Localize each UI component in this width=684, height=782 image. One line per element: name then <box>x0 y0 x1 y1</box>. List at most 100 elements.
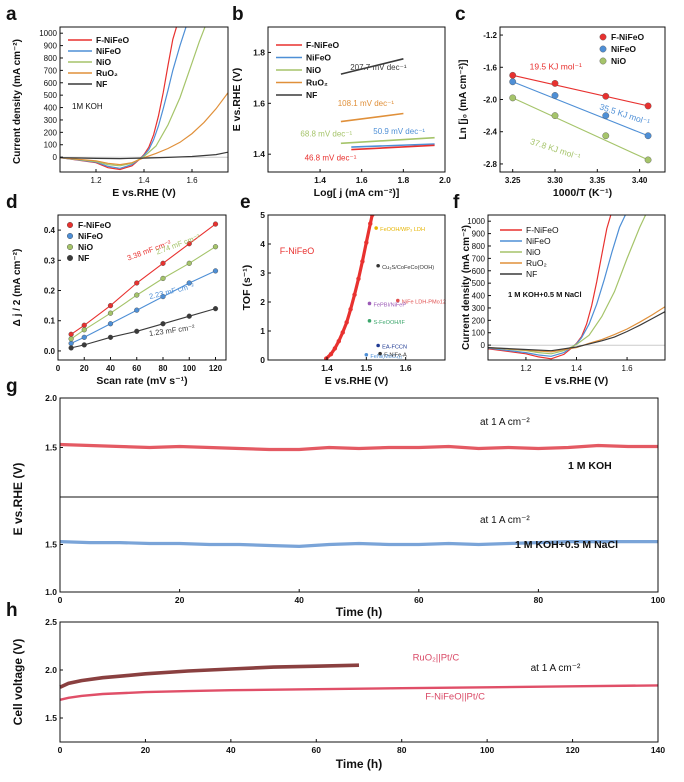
g-1-ytick-label: 1.0 <box>45 587 57 597</box>
b-axes: 1.4 1.6 1.8 2.0 1.4 1.6 1.8 <box>253 47 451 185</box>
f-ytick-label: 200 <box>472 316 486 325</box>
e-reference-point <box>396 298 400 303</box>
g-1-ytick-label: 1.5 <box>45 540 57 550</box>
f-ytick-label: 500 <box>472 279 486 288</box>
a-curve-NiFeO <box>60 27 187 169</box>
e-ytick-label: 3 <box>260 268 265 278</box>
g-1-xtick-label: 100 <box>651 595 665 605</box>
d-point-NiFeO <box>68 340 74 346</box>
c-fit-line-NiO <box>512 97 649 161</box>
d-capacitance-label: 2.23 mF cm⁻² <box>148 281 195 301</box>
f-xlabel: E vs.RHE (V) <box>545 375 609 387</box>
a-curve-RuO₂ <box>60 92 228 166</box>
g-0-ytick-label: 1.5 <box>45 443 57 453</box>
h-trace-0 <box>59 663 360 689</box>
d-ytick-label: 0.4 <box>44 226 56 235</box>
d-point-NF <box>212 306 219 312</box>
c-point-NiFeO <box>644 132 652 140</box>
c-point-NiFeO <box>602 112 610 120</box>
d-fit-line-NiFeO <box>70 270 216 344</box>
c-point-NiFeO <box>551 92 559 99</box>
g-1-xtick-label: 0 <box>58 595 63 605</box>
d-point-NiO <box>160 275 166 282</box>
d-legend-label: F-NiFeO <box>78 220 111 230</box>
b-ylabel: E vs.RHE (V) <box>231 68 243 132</box>
a-legend-label: NiO <box>96 57 112 67</box>
b-legend-label: NiO <box>306 65 322 75</box>
a-xtick-label: 1.4 <box>138 176 150 185</box>
e-tof-point <box>336 338 341 344</box>
d-ytick-label: 0.3 <box>44 256 56 265</box>
d-xtick-label: 0 <box>56 364 61 373</box>
e-ytick-label: 2 <box>260 297 265 307</box>
a-ytick-label: 0 <box>53 153 58 162</box>
d-xtick-label: 40 <box>106 364 115 373</box>
d-xtick-label: 60 <box>132 364 141 373</box>
b-fit-line-RuO₂ <box>340 112 404 123</box>
d-ytick-label: 0.0 <box>44 347 56 356</box>
e-reference-point <box>376 343 380 348</box>
e-reference-label: F-NiFe-A <box>384 353 407 359</box>
f-curve-NF <box>488 311 665 352</box>
d-point-NiFeO <box>186 280 192 286</box>
d-legend-label: NiO <box>78 242 94 252</box>
d-xtick-label: 120 <box>209 364 223 373</box>
c-point-NiO <box>551 112 559 120</box>
e-axes: 1.4 1.5 1.6 0 1 2 3 4 5 <box>260 210 412 373</box>
e-tof-point <box>344 320 349 325</box>
g-1-xtick-label: 80 <box>534 595 544 605</box>
f-axes: 1.2 1.4 1.6 0 100 200 300 400 500 600 700 800 900 100… <box>467 217 633 373</box>
d-legend-marker <box>66 254 73 261</box>
d-point-NiFeO <box>160 293 166 300</box>
a-ytick-label: 800 <box>44 54 58 63</box>
f-xtick-label: 1.2 <box>520 364 532 373</box>
e-reference-point <box>367 319 372 323</box>
c-point-NiFeO <box>509 78 517 86</box>
b-slope-label: 46.8 mV dec⁻¹ <box>305 154 357 163</box>
f-ylabel: Current density (mA cm⁻²) <box>461 225 472 350</box>
c-axes: 3.25 3.30 3.35 3.40 -2.8 -2.4 -2.0 -1.6 -1.2 <box>483 31 648 185</box>
b-fit-line-NiO <box>340 136 435 145</box>
b-legend-label: RuO₂ <box>306 78 328 88</box>
g-0-ytick-label: 2.0 <box>45 393 57 403</box>
d-point-NF <box>186 313 192 319</box>
a-legend-label: NF <box>96 79 107 89</box>
d-ylabel: Δ j / 2 (mA cm⁻²) <box>12 249 23 327</box>
c-legend-marker <box>599 33 607 41</box>
panel-letter-d: d <box>6 192 18 213</box>
b-legend-label: NiFeO <box>306 53 331 63</box>
d-point-F-NiFeO <box>186 241 192 247</box>
d-point-NiO <box>81 327 87 333</box>
h-xtick-label: 120 <box>565 745 579 755</box>
a-legend-label: NiFeO <box>96 46 121 56</box>
e-reference-label: FePBI/NiFeP <box>373 302 406 308</box>
c-fit-line-F-NiFeO <box>512 74 649 107</box>
b-slope-label: 207.7 mV dec⁻¹ <box>350 63 407 72</box>
h-trace-1 <box>59 684 659 701</box>
e-reference-point <box>374 226 378 230</box>
h-xlabel: Time (h) <box>336 757 382 771</box>
c-point-NiO <box>509 94 517 102</box>
g-series-label: 1 M KOH <box>568 460 612 472</box>
e-ytick-label: 5 <box>260 210 265 220</box>
f-frame <box>487 214 666 361</box>
g-xlabel: Time (h) <box>336 605 382 619</box>
f-ytick-label: 300 <box>472 304 486 313</box>
g-1-xtick-label: 20 <box>175 595 185 605</box>
c-ytick-label: -1.6 <box>483 63 497 72</box>
c-energy-label: 19.5 KJ mol⁻¹ <box>530 62 582 72</box>
f-xtick-label: 1.6 <box>622 364 634 373</box>
d-legend-label: NiFeO <box>78 231 103 241</box>
c-ytick-label: -2.0 <box>483 96 497 105</box>
panel-letter-e: e <box>240 192 251 213</box>
a-ytick-label: 400 <box>44 104 58 113</box>
e-tof-point <box>364 240 369 245</box>
d-point-F-NiFeO <box>107 303 114 309</box>
f-ytick-label: 600 <box>472 267 486 276</box>
a-ytick-label: 1000 <box>39 29 57 38</box>
a-ytick-label: 500 <box>44 91 58 100</box>
f-ytick-label: 900 <box>472 230 486 239</box>
c-xtick-label: 3.40 <box>632 176 648 185</box>
c-xtick-label: 3.35 <box>590 176 606 185</box>
